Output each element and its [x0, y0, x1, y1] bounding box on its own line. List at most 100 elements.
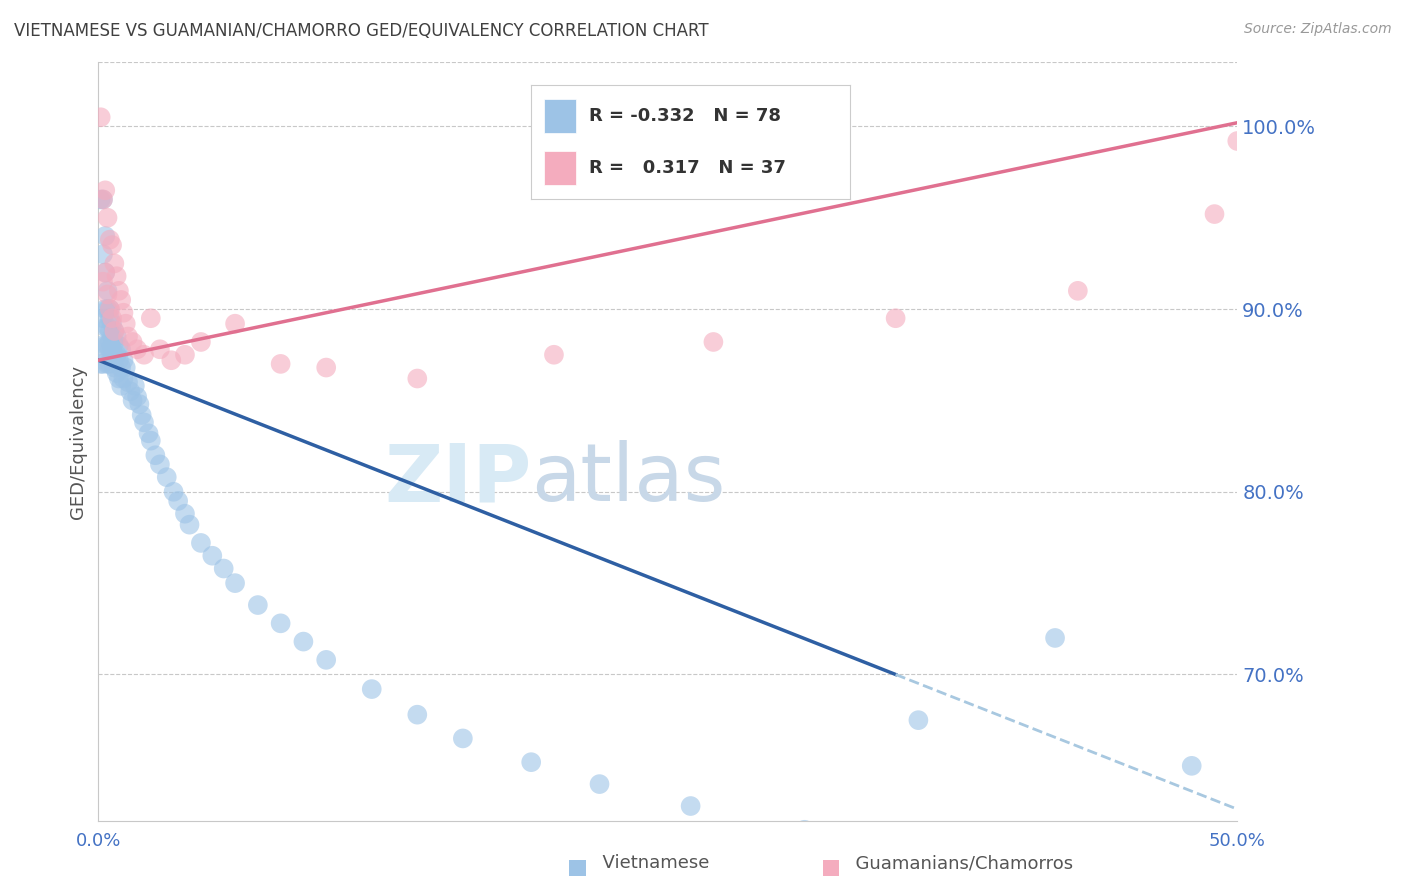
Text: VIETNAMESE VS GUAMANIAN/CHAMORRO GED/EQUIVALENCY CORRELATION CHART: VIETNAMESE VS GUAMANIAN/CHAMORRO GED/EQU…	[14, 22, 709, 40]
Point	[117, 375, 139, 389]
Point	[101, 329, 124, 343]
Point	[520, 755, 543, 769]
Point	[96, 287, 118, 301]
Point	[1043, 631, 1066, 645]
Point	[94, 302, 117, 317]
Point	[543, 348, 565, 362]
Point	[91, 357, 114, 371]
Point	[224, 576, 246, 591]
Point	[96, 211, 118, 225]
Text: Source: ZipAtlas.com: Source: ZipAtlas.com	[1244, 22, 1392, 37]
Point	[96, 320, 118, 334]
Point	[90, 193, 112, 207]
Point	[98, 233, 121, 247]
Point	[127, 343, 149, 357]
Point	[292, 634, 315, 648]
Point	[108, 338, 131, 352]
Point	[588, 777, 610, 791]
Point	[105, 348, 128, 362]
Point	[105, 329, 128, 343]
Point	[91, 247, 114, 261]
Point	[114, 360, 136, 375]
Point	[121, 334, 143, 349]
Point	[114, 317, 136, 331]
Point	[112, 353, 135, 368]
Point	[139, 434, 162, 448]
Point	[128, 397, 150, 411]
Point	[174, 507, 197, 521]
Point	[96, 302, 118, 317]
Point	[167, 494, 190, 508]
Point	[679, 799, 702, 814]
Point	[101, 343, 124, 357]
Point	[90, 110, 112, 124]
Point	[103, 324, 125, 338]
Point	[190, 536, 212, 550]
Point	[139, 311, 162, 326]
Point	[360, 682, 382, 697]
Point	[315, 653, 337, 667]
Point	[224, 317, 246, 331]
Point	[1226, 134, 1249, 148]
Point	[702, 334, 724, 349]
Point	[793, 822, 815, 837]
Point	[270, 616, 292, 631]
Point	[174, 348, 197, 362]
Point	[108, 353, 131, 368]
Point	[1181, 759, 1204, 773]
Point	[149, 343, 172, 357]
Point	[160, 353, 183, 368]
Point	[145, 448, 167, 462]
Point	[112, 306, 135, 320]
Point	[98, 302, 121, 317]
Y-axis label: GED/Equivalency: GED/Equivalency	[69, 365, 87, 518]
Point	[101, 311, 124, 326]
Point	[124, 379, 146, 393]
Point	[94, 320, 117, 334]
Text: Vietnamese: Vietnamese	[591, 855, 709, 872]
Point	[103, 360, 125, 375]
Point	[451, 731, 474, 746]
Point	[101, 317, 124, 331]
Point	[103, 334, 125, 349]
Point	[201, 549, 224, 563]
Text: Guamanians/Chamorros: Guamanians/Chamorros	[844, 855, 1073, 872]
Point	[162, 484, 184, 499]
Point	[156, 470, 179, 484]
Point	[96, 357, 118, 371]
Point	[110, 293, 132, 307]
Point	[270, 357, 292, 371]
Point	[91, 193, 114, 207]
Point	[884, 311, 907, 326]
Point	[103, 348, 125, 362]
Point	[406, 371, 429, 385]
Text: atlas: atlas	[531, 441, 725, 518]
Point	[120, 384, 142, 399]
Point	[246, 598, 269, 612]
Point	[132, 415, 155, 429]
Point	[110, 360, 132, 375]
Point	[315, 360, 337, 375]
Point	[132, 348, 155, 362]
Point	[112, 371, 135, 385]
Point	[1067, 284, 1090, 298]
Point	[117, 329, 139, 343]
Point	[121, 393, 143, 408]
Point	[94, 266, 117, 280]
Point	[98, 302, 121, 317]
Point	[91, 193, 114, 207]
Point	[110, 343, 132, 357]
Point	[190, 334, 212, 349]
Point	[907, 713, 929, 727]
Point	[179, 517, 201, 532]
Point	[98, 311, 121, 326]
Point	[90, 338, 112, 352]
Point	[98, 324, 121, 338]
Point	[1204, 207, 1226, 221]
Point	[94, 266, 117, 280]
Point	[101, 238, 124, 252]
Point	[103, 256, 125, 270]
Text: ZIP: ZIP	[384, 441, 531, 518]
Point	[96, 338, 118, 352]
Point	[101, 353, 124, 368]
